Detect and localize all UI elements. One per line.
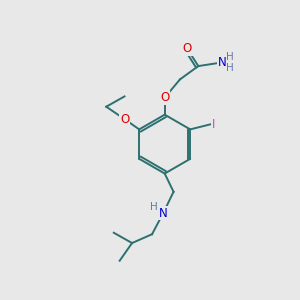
Text: H: H xyxy=(226,52,233,62)
Text: I: I xyxy=(212,118,215,130)
Text: H: H xyxy=(150,202,158,212)
Text: O: O xyxy=(120,112,129,126)
Text: N: N xyxy=(159,206,168,220)
Text: N: N xyxy=(218,56,227,69)
Text: O: O xyxy=(182,42,192,55)
Text: O: O xyxy=(160,91,169,104)
Text: H: H xyxy=(226,63,233,73)
